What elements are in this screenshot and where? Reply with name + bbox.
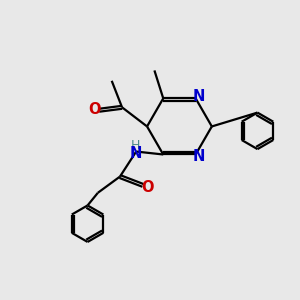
Text: N: N: [193, 149, 206, 164]
Text: N: N: [129, 146, 142, 161]
Text: N: N: [193, 88, 206, 104]
Text: O: O: [141, 180, 154, 195]
Text: O: O: [88, 102, 101, 117]
Text: H: H: [131, 139, 140, 152]
